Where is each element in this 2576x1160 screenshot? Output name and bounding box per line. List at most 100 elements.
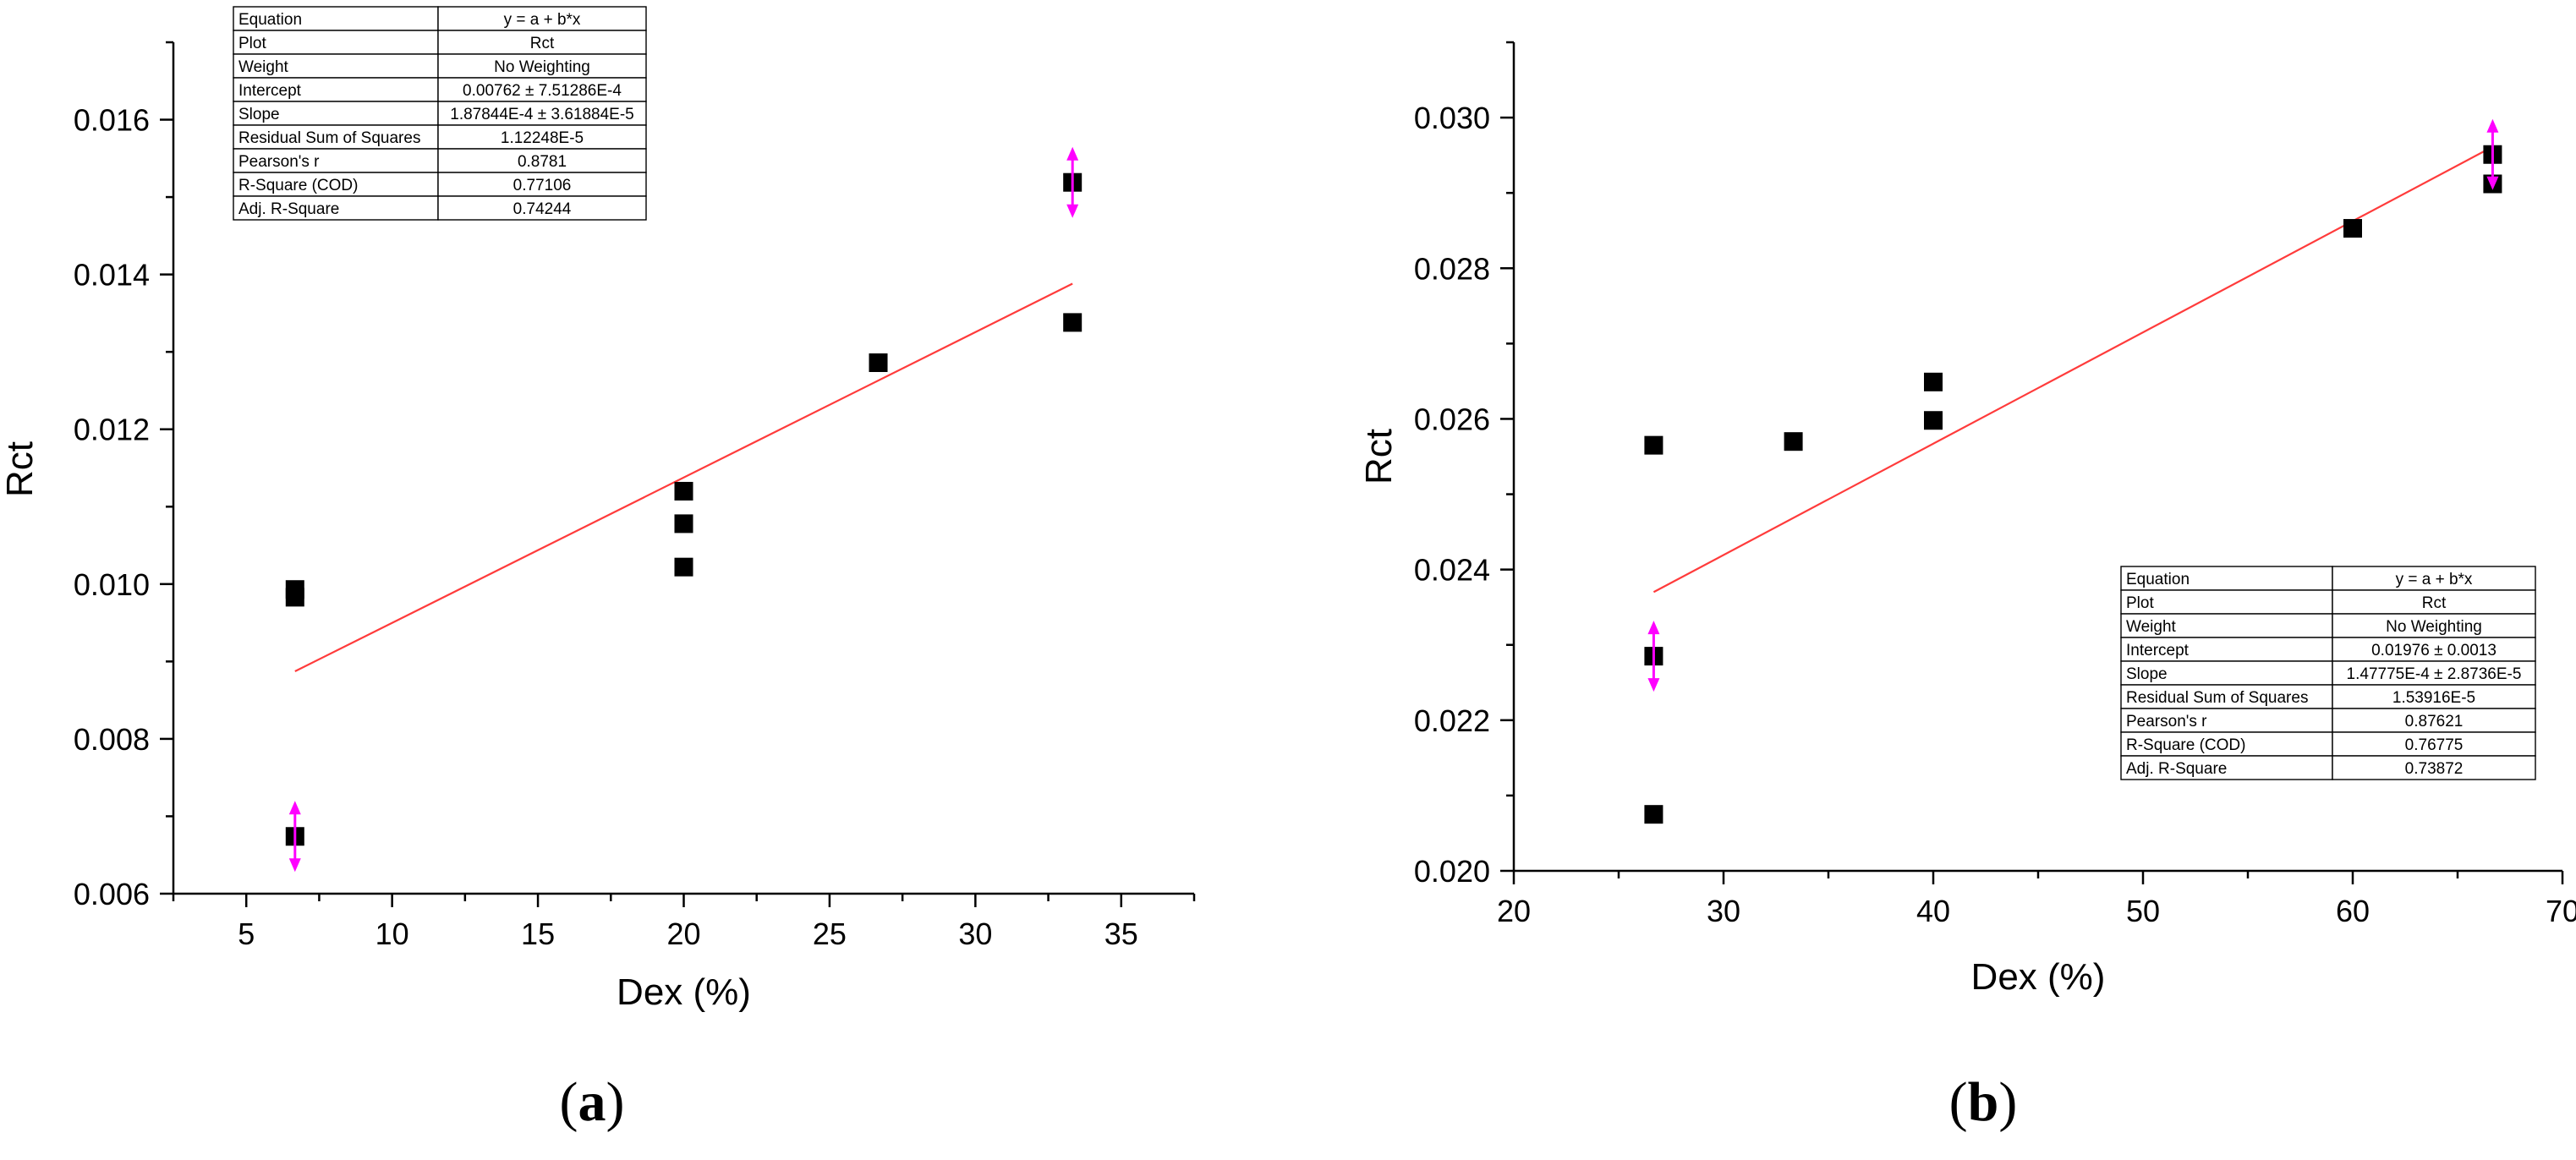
stats-table: Equation y = a + b*x Plot Rct Weight No Weigh… [233,6,647,221]
data-point [869,353,888,372]
x-tick-label: 40 [1916,894,1950,928]
x-tick-label: 30 [1707,894,1740,928]
stats-label: Pearson's r [238,153,320,171]
panel-label: (b) [1949,1071,2018,1133]
y-tick-label: 0.020 [1414,854,1490,889]
y-tick-label: 0.010 [74,567,150,602]
data-point [1924,411,1943,430]
y-tick-label: 0.022 [1414,703,1490,738]
arrow-head-down [288,858,301,873]
stats-row: Plot Rct [233,30,647,55]
x-tick-label: 10 [375,917,409,951]
stats-cell-label-box [233,101,439,126]
stats-value: 1.87844E-4 ± 3.61884E-5 [450,106,633,123]
stats-cell-value-box [2332,566,2536,591]
y-tick-label: 0.006 [74,877,150,911]
x-tick-label: 60 [2336,894,2370,928]
x-axis-title: Dex (%) [1971,956,2106,998]
stats-cell-label-box [2120,660,2333,686]
stats-value: 1.47775E-4 ± 2.8736E-5 [2347,665,2522,683]
stats-label: Residual Sum of Squares [238,129,420,147]
stats-value: Rct [530,35,555,52]
stats-row: Adj. R-Square 0.73872 [2120,755,2536,780]
chart-panel-2: 20 30 40 50 60 70 0.020 0.022 0.024 0.026 0.028 0.0… [1358,41,2576,1133]
stats-cell-value-box [437,6,647,31]
stats-value: 0.8781 [518,153,567,171]
y-tick-label: 0.012 [74,413,150,447]
stats-value: 1.12248E-5 [501,129,584,147]
stats-label: Equation [2126,571,2190,588]
stats-label: Slope [238,106,280,123]
stats-cell-label-box [2120,684,2333,709]
stats-value: 0.76775 [2405,736,2464,754]
x-tick-label: 70 [2546,894,2576,928]
stats-cell-label-box [233,195,439,221]
stats-label: Weight [2126,618,2177,636]
stats-cell-value-box [2332,708,2536,733]
data-point [1063,313,1082,332]
stats-value: 0.00762 ± 7.51286E-4 [463,82,622,100]
data-point [674,557,693,577]
stats-value: 1.53916E-5 [2392,689,2475,707]
marked-point-arrow [288,801,301,873]
stats-label: Adj. R-Square [2126,760,2227,778]
stats-cell-value-box [2332,613,2536,638]
x-tick-label: 5 [238,917,255,951]
stats-cell-value-box [2332,755,2536,780]
stats-cell-label-box [2120,708,2333,733]
stats-value: Rct [2422,594,2447,612]
x-tick-label: 20 [1497,894,1531,928]
y-axis-title: Rct [1358,429,1400,484]
y-tick-label: 0.016 [74,103,150,138]
x-tick-label: 15 [521,917,555,951]
stats-cell-value-box [437,101,647,126]
fit-line [1652,145,2493,594]
data-point [1924,372,1943,391]
stats-value: 0.73872 [2405,760,2464,778]
stats-value: y = a + b*x [2396,571,2473,588]
stats-row: Residual Sum of Squares 1.53916E-5 [2120,684,2536,709]
fit-line [294,282,1073,672]
stats-label: Intercept [2126,642,2190,659]
stats-cell-label-box [233,172,439,197]
stats-label: Plot [238,35,266,52]
stats-cell-value-box [437,195,647,221]
stats-label: Slope [2126,665,2168,683]
arrow-head-up [2486,118,2499,133]
data-point [674,481,693,501]
stats-value: 0.74244 [513,200,572,218]
stats-label: Weight [238,58,289,76]
stats-label: Adj. R-Square [238,200,339,218]
stats-label: Intercept [238,82,302,100]
stats-cell-value-box [2332,589,2536,615]
arrow-head-up [288,801,301,815]
data-point [1644,805,1663,824]
stats-cell-label-box [233,6,439,31]
stats-row: Intercept 0.01976 ± 0.0013 [2120,637,2536,662]
stats-value: No Weighting [2386,618,2482,636]
stats-row: Adj. R-Square 0.74244 [233,195,647,221]
x-axis-title: Dex (%) [617,971,751,1013]
marked-point-arrow [1647,621,1660,692]
stats-cell-value-box [2332,684,2536,709]
data-point [674,514,693,533]
stats-row: Weight No Weighting [2120,613,2536,638]
arrow-head-down [1066,204,1079,218]
stats-cell-label-box [2120,755,2333,780]
stats-cell-label-box [233,53,439,79]
y-tick-label: 0.028 [1414,251,1490,286]
stats-cell-value-box [2332,637,2536,662]
stats-row: Plot Rct [2120,589,2536,615]
stats-cell-value-box [437,172,647,197]
stats-row: Intercept 0.00762 ± 7.51286E-4 [233,77,647,102]
x-tick-label: 30 [958,917,992,951]
stats-value: 0.01976 ± 0.0013 [2371,642,2497,659]
stats-row: Slope 1.87844E-4 ± 3.61884E-5 [233,101,647,126]
stats-cell-label-box [2120,589,2333,615]
data-point [1644,435,1663,455]
stats-label: R-Square (COD) [2126,736,2245,754]
stats-row: Slope 1.47775E-4 ± 2.8736E-5 [2120,660,2536,686]
stats-cell-label-box [2120,731,2333,757]
stats-row: R-Square (COD) 0.77106 [233,172,647,197]
